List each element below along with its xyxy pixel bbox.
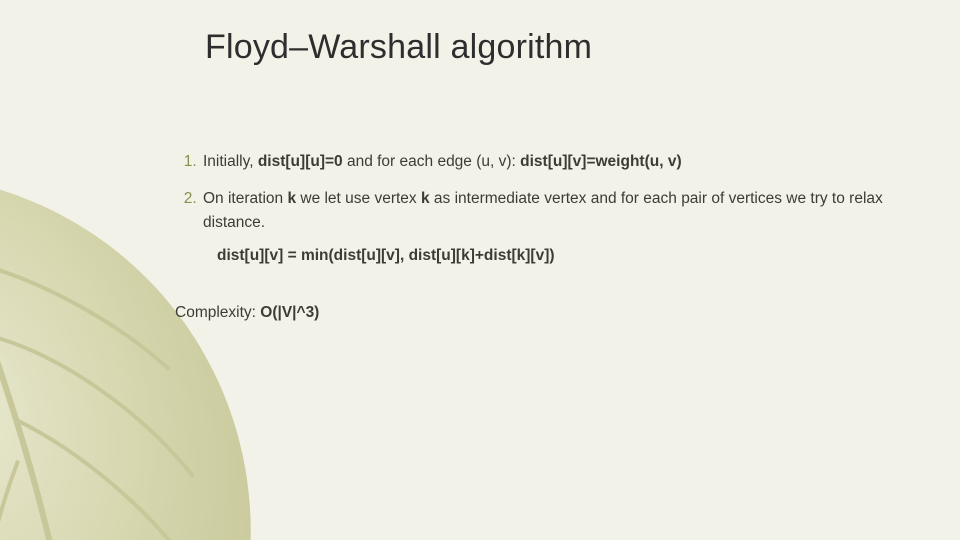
list-item: Initially, dist[u][u]=0 and for each edg… (201, 150, 900, 173)
complexity-line: Complexity: O(|V|^3) (175, 301, 900, 324)
text-bold: dist[u][u]=0 (258, 153, 343, 170)
text-bold: k (421, 190, 430, 207)
slide-body: Initially, dist[u][u]=0 and for each edg… (175, 150, 900, 324)
slide-title: Floyd–Warshall algorithm (205, 28, 592, 67)
text-run: and for each edge (u, v): (343, 153, 521, 170)
slide: Floyd–Warshall algorithm Initially, dist… (0, 0, 960, 540)
numbered-list: Initially, dist[u][u]=0 and for each edg… (175, 150, 900, 267)
text-bold: k (287, 190, 296, 207)
text-run: Initially, (203, 153, 258, 170)
complexity-label: Complexity: (175, 304, 260, 321)
text-run: we let use vertex (296, 190, 421, 207)
formula: dist[u][v] = min(dist[u][v], dist[u][k]+… (217, 244, 900, 267)
list-item: On iteration k we let use vertex k as in… (201, 187, 900, 267)
text-run: On iteration (203, 190, 287, 207)
text-bold: dist[u][v]=weight(u, v) (520, 153, 681, 170)
complexity-value: O(|V|^3) (260, 304, 319, 321)
